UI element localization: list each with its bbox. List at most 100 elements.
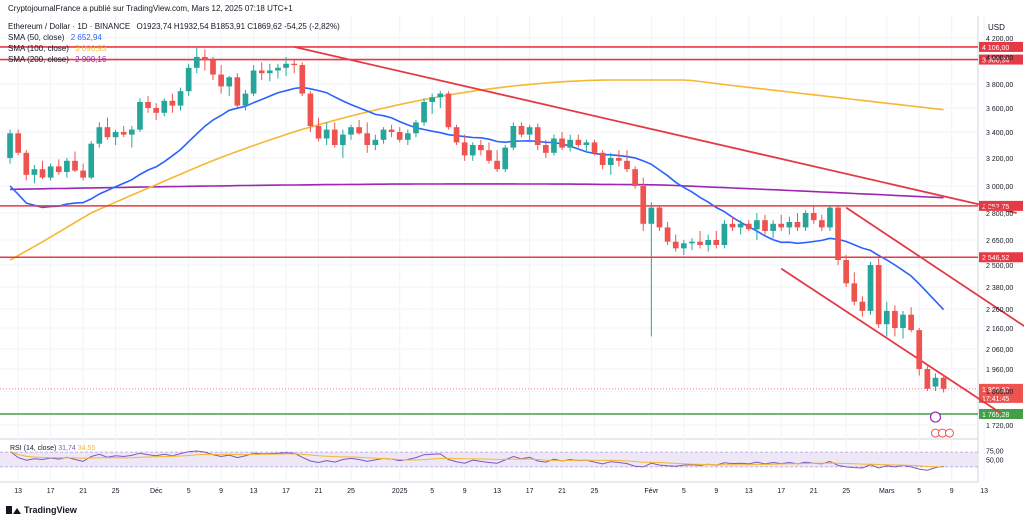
candle-body — [827, 207, 833, 228]
candle-body — [348, 127, 354, 135]
candle-body — [802, 213, 809, 228]
candle-body — [218, 74, 224, 87]
candle-body — [534, 127, 541, 145]
level-label-bg — [979, 409, 1023, 420]
candle-body — [680, 243, 687, 249]
candle-body — [721, 223, 728, 245]
x-tick-label: 5 — [430, 488, 434, 495]
chart-header: CryptojournalFrance a publié sur Trading… — [8, 4, 293, 13]
candle-body — [7, 133, 13, 158]
candle-body — [916, 330, 923, 369]
candle-body — [469, 145, 476, 156]
level-label: 4 106,00 — [982, 45, 1009, 52]
y-tick-label: 2 380,00 — [986, 285, 1013, 292]
x-tick-label: 21 — [558, 488, 566, 495]
event-badge — [929, 411, 942, 423]
countdown-label: 17:41:45 — [982, 396, 1009, 403]
sma100-legend[interactable]: SMA (100, close) 3 090,93 — [8, 44, 106, 53]
publisher-line: CryptojournalFrance a publié sur Trading… — [8, 4, 293, 13]
candle-body — [624, 160, 630, 170]
candle-body — [104, 127, 111, 138]
candle-body — [656, 207, 663, 228]
chart-grid — [0, 16, 985, 483]
candle-body — [55, 166, 62, 172]
y-tick-label: 3 400,00 — [986, 130, 1013, 137]
candle-body — [591, 142, 598, 153]
candle-body — [778, 223, 785, 228]
candle-body — [120, 132, 127, 135]
x-tick-label: 9 — [463, 488, 467, 495]
x-tick-label: 9 — [950, 488, 954, 495]
candle-body — [169, 100, 176, 106]
candle-body — [843, 260, 850, 284]
candle-body — [356, 127, 362, 134]
candle-body — [859, 301, 866, 311]
candle-body — [380, 129, 387, 140]
candle-body — [794, 222, 801, 228]
candle-body — [153, 108, 160, 113]
y-tick-label: 1 720,00 — [986, 423, 1013, 430]
candle-body — [250, 70, 257, 94]
ohlc-values: O1923,74 H1932,54 B1853,91 C1869,62 -54,… — [136, 22, 340, 31]
candle-body — [80, 170, 86, 178]
y-tick-label: 4 200,00 — [986, 36, 1013, 43]
y-tick-label: 2 160,00 — [986, 326, 1013, 333]
candle-body — [632, 169, 638, 186]
candle-body — [575, 139, 582, 145]
candle-body — [461, 142, 468, 156]
candle-body — [340, 134, 346, 145]
candle-body — [494, 160, 500, 170]
last-price-label-bg — [979, 383, 1023, 403]
candle-body — [835, 207, 841, 260]
y-tick-label: 4 000,00 — [986, 55, 1013, 62]
x-tick-label: 13 — [14, 488, 22, 495]
candle-body — [672, 241, 679, 249]
candle-body — [867, 265, 874, 311]
candle-body — [193, 57, 200, 68]
candle-body — [388, 129, 395, 132]
candle-body — [404, 133, 411, 140]
candle-body — [875, 265, 882, 325]
candle-body — [364, 133, 371, 145]
rsi-panel: RSI (14, close) 31,74 34,55 — [0, 445, 978, 471]
y-tick-label: 3 600,00 — [986, 106, 1013, 113]
candle-body — [421, 102, 427, 123]
x-tick-label: 17 — [47, 488, 55, 495]
candle-body — [161, 100, 168, 113]
candle-body — [64, 160, 70, 172]
rsi-label: RSI (14, close) 31,74 34,55 — [10, 445, 95, 452]
tradingview-logo-icon — [6, 506, 21, 514]
sma50-line — [9, 86, 945, 311]
candle-body — [567, 139, 574, 148]
candle-body — [737, 223, 744, 228]
sma50-label: SMA (50, close) — [8, 33, 65, 42]
level-label-bg — [979, 252, 1023, 263]
candle-body — [331, 129, 338, 145]
x-tick-label: 21 — [315, 488, 323, 495]
candle-body — [648, 207, 655, 224]
candle-body — [510, 126, 517, 148]
candle-body — [15, 133, 22, 153]
x-tick-label: 21 — [810, 488, 818, 495]
tradingview-branding[interactable]: TradingView — [6, 505, 77, 515]
candle-body — [762, 220, 768, 231]
y-tick-label: 1 960,00 — [986, 367, 1013, 374]
sma200-value: 2 900,16 — [75, 55, 107, 64]
candle-body — [23, 152, 30, 175]
candle-body — [429, 97, 436, 102]
candle-body — [275, 67, 281, 71]
level-label-bg — [979, 200, 1023, 211]
candle-body — [518, 126, 525, 135]
trend-lines — [293, 46, 1024, 414]
candle-body — [542, 145, 549, 153]
rsi-line — [9, 450, 944, 471]
candle-body — [396, 132, 403, 140]
candle-body — [697, 241, 703, 245]
sma50-legend[interactable]: SMA (50, close) 2 652,94 — [8, 33, 102, 42]
x-tick-label: 25 — [591, 488, 599, 495]
sma200-legend[interactable]: SMA (200, close) 2 900,16 — [8, 55, 106, 64]
rsi-tick-label: 75,00 — [986, 448, 1004, 455]
candle-body — [128, 129, 135, 135]
x-tick-label: 13 — [250, 488, 258, 495]
